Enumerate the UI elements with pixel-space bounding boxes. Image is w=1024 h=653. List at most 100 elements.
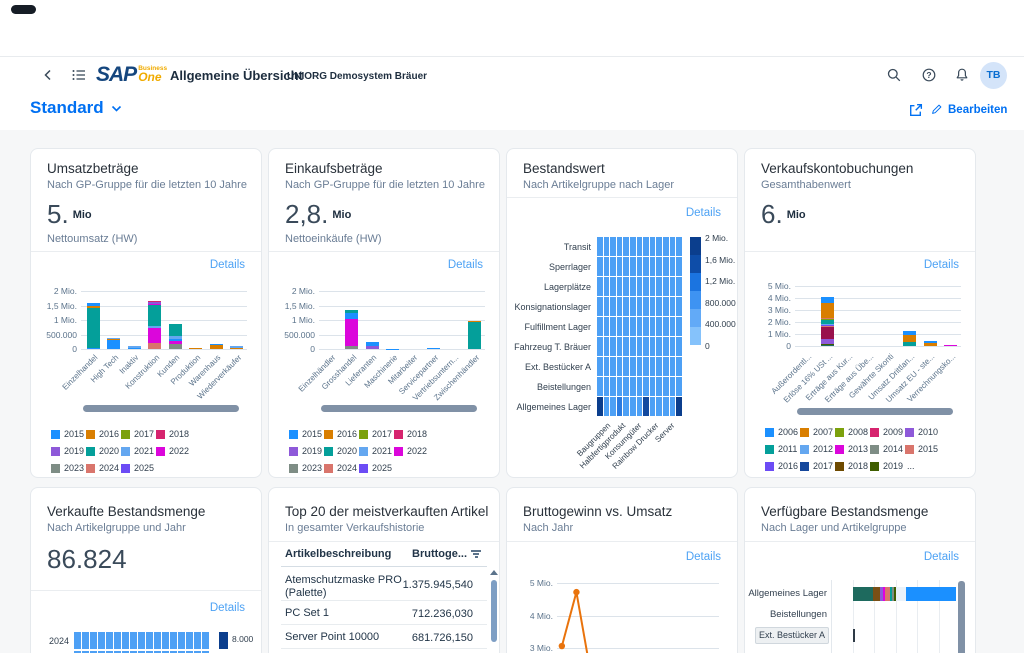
bar-segment[interactable]	[821, 325, 835, 326]
bar-segment[interactable]	[821, 324, 835, 325]
legend-item[interactable]: 2011	[765, 444, 799, 456]
table-row[interactable]: PC Set 1 712.236,030	[281, 601, 487, 624]
chart-scrollbar[interactable]	[958, 581, 965, 653]
legend-item[interactable]: 2019	[289, 446, 323, 458]
legend-item[interactable]: 2018	[156, 429, 190, 441]
details-link[interactable]: Details	[209, 259, 245, 271]
legend-item[interactable]: 2021	[359, 446, 393, 458]
details-link[interactable]: Details	[923, 259, 959, 271]
filter-icon[interactable]	[471, 550, 481, 560]
bar-segment[interactable]	[821, 319, 835, 325]
bar-segment[interactable]	[168, 336, 182, 339]
bar-segment[interactable]	[821, 326, 835, 339]
legend-item[interactable]: 2008	[835, 427, 869, 439]
chart-scrollbar[interactable]	[321, 405, 477, 412]
legend-item[interactable]: ...	[905, 461, 939, 473]
legend-item[interactable]: 2017	[121, 429, 155, 441]
bar-segment[interactable]	[468, 320, 482, 323]
bar-segment[interactable]	[345, 309, 359, 314]
bar-segment[interactable]	[468, 322, 482, 349]
bar-segment[interactable]	[852, 629, 855, 642]
legend-item[interactable]: 2007	[800, 427, 834, 439]
bar-segment[interactable]	[882, 587, 885, 601]
details-link[interactable]: Details	[447, 259, 483, 271]
bar-segment[interactable]	[923, 340, 937, 343]
bar-segment[interactable]	[821, 343, 835, 345]
details-link[interactable]: Details	[685, 207, 721, 219]
bar-segment[interactable]	[821, 303, 835, 319]
bar-segment[interactable]	[209, 345, 223, 349]
bar-segment[interactable]	[905, 587, 956, 601]
bar-segment[interactable]	[168, 340, 182, 345]
bar-segment[interactable]	[209, 343, 223, 346]
bar-segment[interactable]	[86, 306, 100, 308]
legend-item[interactable]: 2021	[121, 446, 155, 458]
chart-scrollbar[interactable]	[83, 405, 239, 412]
list-menu-button[interactable]	[71, 67, 87, 83]
details-link[interactable]: Details	[209, 602, 245, 614]
bar-segment[interactable]	[879, 587, 883, 601]
bar-segment[interactable]	[230, 347, 244, 349]
bar-segment[interactable]	[107, 339, 121, 341]
legend-item[interactable]: 2018	[835, 461, 869, 473]
help-button[interactable]: ?	[921, 67, 937, 83]
details-link[interactable]: Details	[685, 551, 721, 563]
bar-segment[interactable]	[148, 342, 162, 349]
legend-item[interactable]: 2009	[870, 427, 904, 439]
bar-segment[interactable]	[903, 334, 917, 343]
legend-item[interactable]: 2022	[156, 446, 190, 458]
table-row[interactable]: Server Point 10000 681.726,150	[281, 625, 487, 648]
bar-segment[interactable]	[127, 346, 141, 348]
bar-segment[interactable]	[345, 318, 359, 346]
table-header-brutto[interactable]: Bruttoge...	[412, 548, 467, 560]
legend-item[interactable]: 2013	[835, 444, 869, 456]
bar-segment[interactable]	[365, 341, 379, 347]
bar-segment[interactable]	[189, 347, 203, 349]
bar-segment[interactable]	[168, 344, 182, 349]
bar-segment[interactable]	[884, 587, 890, 601]
legend-item[interactable]: 2020	[324, 446, 358, 458]
legend-item[interactable]: 2025	[121, 463, 155, 475]
bar-segment[interactable]	[107, 340, 121, 349]
legend-item[interactable]: 2020	[86, 446, 120, 458]
avatar[interactable]: TB	[980, 62, 1007, 89]
bar-segment[interactable]	[889, 587, 892, 601]
bar-segment[interactable]	[148, 301, 162, 303]
bar-segment[interactable]	[821, 318, 835, 319]
legend-item[interactable]: 2019	[870, 461, 904, 473]
chart-scrollbar[interactable]	[797, 408, 953, 415]
bar-segment[interactable]	[944, 345, 958, 346]
back-button[interactable]	[40, 67, 56, 83]
edit-button[interactable]: Bearbeiten	[930, 103, 1007, 116]
legend-item[interactable]: 2023	[51, 463, 85, 475]
bar-segment[interactable]	[127, 347, 141, 349]
details-link[interactable]: Details	[923, 551, 959, 563]
bar-segment[interactable]	[895, 587, 906, 601]
legend-item[interactable]: 2015	[51, 429, 85, 441]
bar-segment[interactable]	[148, 326, 162, 329]
bar-segment[interactable]	[148, 305, 162, 327]
bar-segment[interactable]	[148, 303, 162, 306]
table-scrollbar[interactable]	[491, 580, 497, 642]
legend-item[interactable]: 2019	[51, 446, 85, 458]
search-button[interactable]	[886, 67, 902, 83]
bar-segment[interactable]	[872, 587, 880, 601]
legend-item[interactable]: 2022	[394, 446, 428, 458]
legend-item[interactable]: 2006	[765, 427, 799, 439]
notifications-button[interactable]	[954, 67, 970, 83]
bar-segment[interactable]	[148, 302, 162, 304]
legend-item[interactable]: 2016	[765, 461, 799, 473]
bar-segment[interactable]	[923, 342, 937, 346]
legend-item[interactable]: 2025	[359, 463, 393, 475]
bar-segment[interactable]	[168, 324, 182, 337]
y-axis-label-highlighted[interactable]: Ext. Bestücker A	[755, 627, 829, 644]
bar-segment[interactable]	[821, 344, 835, 346]
bar-segment[interactable]	[230, 346, 244, 348]
legend-item[interactable]: 2016	[324, 429, 358, 441]
legend-item[interactable]: 2018	[394, 429, 428, 441]
bar-segment[interactable]	[821, 325, 835, 327]
bar-segment[interactable]	[903, 331, 917, 335]
bar-segment[interactable]	[107, 338, 121, 340]
legend-item[interactable]: 2015	[289, 429, 323, 441]
bar-segment[interactable]	[903, 342, 917, 346]
